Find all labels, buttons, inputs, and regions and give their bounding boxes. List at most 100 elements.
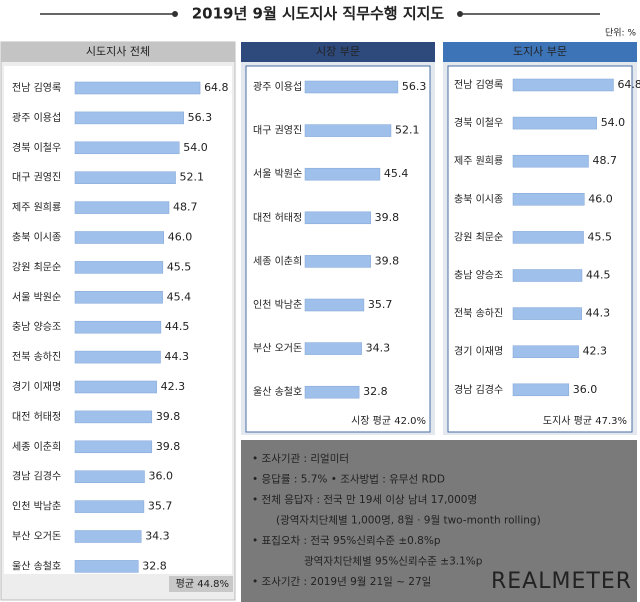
category-label: 대구 권영진 (253, 125, 302, 137)
bar (512, 193, 585, 206)
category-label: 경남 김경수 (12, 470, 61, 483)
bar (512, 231, 584, 244)
note-line: • 전체 응답자 : 전국 만 19세 이상 남녀 17,000명 (252, 494, 477, 506)
value-label: 64.8 (204, 81, 229, 94)
bar (74, 500, 145, 513)
unit: 단위: % (605, 28, 636, 39)
value-label: 46.0 (588, 192, 613, 205)
bar (74, 380, 157, 394)
bar (74, 291, 163, 304)
panel-header (1, 42, 235, 62)
panel-header (241, 42, 435, 62)
value-label: 39.8 (156, 410, 181, 423)
value-label: 39.8 (375, 211, 400, 224)
category-label: 충북 이시종 (12, 232, 61, 244)
bar (304, 298, 365, 312)
category-label: 광주 이용섭 (253, 81, 302, 93)
note-line: (광역자치단체별 1,000명, 8월 · 9월 two-month rolli… (276, 515, 541, 527)
value-label: 46.0 (168, 231, 193, 244)
note-line: • 조사기관 : 리얼미터 (252, 453, 349, 465)
category-label: 부산 오거돈 (253, 343, 302, 355)
panel-title: 도지사 부문 (513, 45, 567, 58)
category-label: 충북 이시종 (454, 193, 503, 205)
category-label: 서울 박원순 (12, 291, 61, 303)
bar (512, 78, 614, 92)
bar (304, 211, 371, 225)
category-label: 경남 김경수 (454, 383, 503, 396)
category-label: 제주 원희룡 (12, 202, 61, 214)
bar (512, 116, 597, 130)
value-label: 54.0 (183, 141, 208, 154)
title-dot (457, 11, 463, 17)
category-label: 전북 송하진 (12, 350, 61, 363)
category-label: 제주 원희룡 (454, 155, 503, 167)
bar (304, 167, 381, 181)
note-line: • 표집오차 : 전국 95%신뢰수준 ±0.8%p (252, 535, 441, 547)
category-label: 대구 권영진 (12, 172, 61, 184)
bar (74, 560, 139, 573)
average-note: 시장 평균 42.0% (351, 415, 426, 427)
value-label: 34.3 (145, 530, 170, 543)
value-label: 44.3 (164, 350, 189, 363)
category-label: 경기 이재명 (454, 345, 503, 358)
bar (74, 141, 180, 155)
logo: REALMETER (491, 569, 632, 594)
category-label: 충남 양승조 (454, 270, 503, 282)
note-line: • 응답률 : 5.7% • 조사방법 : 유무선 RDD (252, 474, 445, 486)
category-label: 서울 박원순 (253, 168, 302, 180)
category-label: 울산 송철호 (12, 560, 61, 572)
title: 2019년 9월 시도지사 직무수행 지지도 (192, 5, 445, 23)
value-label: 36.0 (148, 470, 173, 483)
bar (74, 410, 153, 424)
panel-title: 시도지사 전체 (86, 45, 150, 58)
value-label: 39.8 (156, 440, 181, 453)
bar (74, 440, 153, 454)
bar (304, 80, 399, 94)
value-label: 44.5 (165, 320, 190, 333)
category-label: 경북 이철우 (454, 116, 503, 129)
category-label: 경북 이철우 (12, 141, 61, 154)
value-label: 52.1 (395, 124, 420, 137)
note-box (169, 576, 233, 592)
value-label: 52.1 (180, 171, 205, 184)
category-label: 경기 이재명 (12, 380, 61, 393)
value-label: 32.8 (363, 385, 388, 398)
category-label: 부산 오거돈 (12, 531, 61, 543)
category-label: 전북 송하진 (454, 307, 503, 320)
value-label: 36.0 (573, 383, 598, 396)
bar (74, 320, 162, 334)
notes-panel (241, 440, 637, 602)
notes: • 조사기관 : 리얼미터 • 응답률 : 5.7% • 조사방법 : 유무선 R… (252, 453, 541, 588)
bar (74, 171, 176, 184)
bar (512, 383, 570, 397)
bar (512, 307, 582, 320)
bar (74, 231, 165, 244)
bar (512, 154, 589, 168)
value-label: 45.5 (588, 230, 613, 243)
value-label: 45.4 (384, 167, 409, 180)
value-label: 42.3 (583, 345, 608, 358)
value-label: 48.7 (592, 154, 617, 167)
category-label: 충남 양승조 (12, 321, 61, 333)
category-label: 울산 송철호 (253, 386, 302, 398)
category-label: 대전 허태정 (12, 411, 61, 423)
category-label: 세종 이춘희 (253, 255, 302, 267)
bar (74, 530, 142, 543)
category-label: 강원 최문순 (454, 231, 503, 243)
bar (512, 269, 583, 282)
note-line: • 조사기간 : 2019년 9월 21일 ~ 27일 (252, 575, 431, 588)
category-label: 세종 이춘희 (12, 441, 61, 453)
note-line: 광역자치단체별 95%신뢰수준 ±3.1%p (304, 556, 483, 568)
bar (74, 470, 145, 483)
value-label: 39.8 (375, 254, 400, 267)
bar (74, 261, 164, 274)
value-label: 44.3 (586, 307, 611, 320)
category-label: 전남 김영록 (12, 82, 61, 94)
value-label: 32.8 (142, 559, 167, 572)
panel-header (443, 42, 637, 62)
bar (74, 201, 170, 214)
bar (74, 81, 201, 95)
bar (304, 342, 362, 355)
value-label: 45.5 (167, 260, 192, 273)
